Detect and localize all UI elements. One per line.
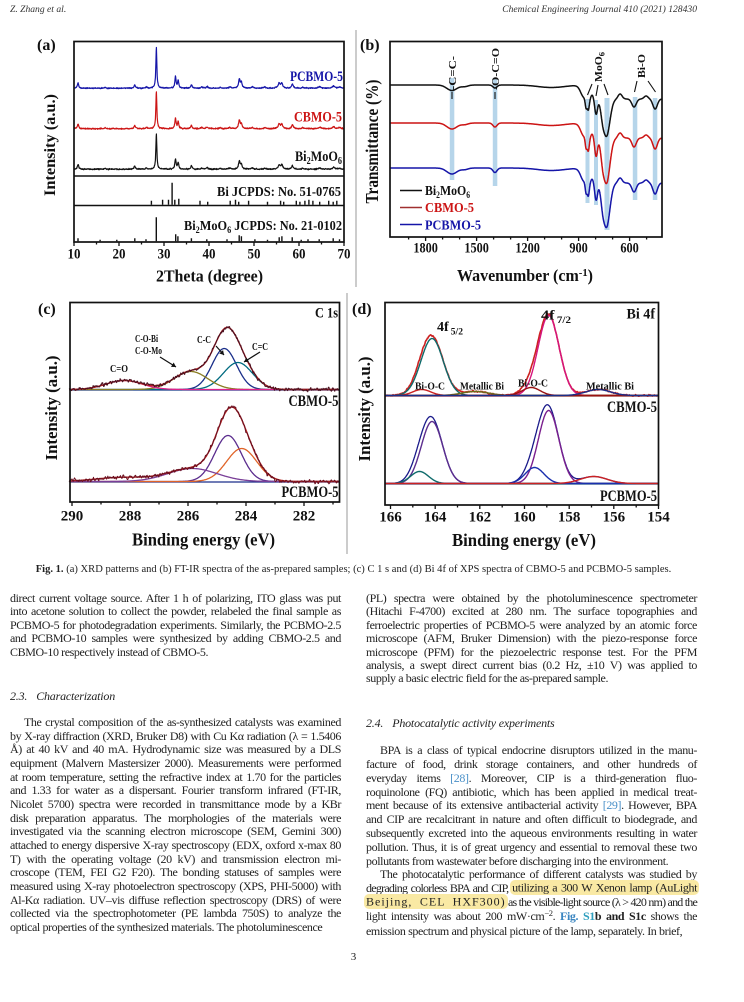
svg-text:(c): (c): [38, 301, 56, 318]
svg-text:-O-C=O: -O-C=O: [490, 48, 502, 90]
svg-text:PCBMO-5: PCBMO-5: [282, 484, 339, 501]
svg-text:Intensity (a.u.): Intensity (a.u.): [42, 94, 59, 196]
svg-text:30: 30: [158, 247, 171, 263]
svg-text:20: 20: [113, 247, 126, 263]
svg-text:PCBMO-5: PCBMO-5: [600, 488, 657, 505]
svg-text:158: 158: [558, 510, 581, 526]
svg-text:Metallic Bi: Metallic Bi: [460, 381, 504, 393]
svg-text:164: 164: [424, 510, 447, 526]
svg-text:C-O-Mo: C-O-Mo: [135, 346, 162, 357]
svg-text:(d): (d): [352, 301, 372, 318]
svg-text:156: 156: [603, 510, 626, 526]
svg-text:CBMO-5: CBMO-5: [607, 399, 657, 416]
svg-text:60: 60: [293, 247, 306, 263]
svg-text:Bi2MoO6 JCPDS: No. 21-0102: Bi2MoO6 JCPDS: No. 21-0102: [184, 218, 342, 235]
svg-text:4f5/2: 4f 5/2: [437, 320, 463, 338]
svg-text:1200: 1200: [515, 241, 540, 257]
svg-text:Bi-O-C: Bi-O-C: [415, 381, 445, 393]
svg-text:CBMO-5: CBMO-5: [425, 201, 474, 216]
svg-text:1800: 1800: [413, 241, 438, 257]
svg-text:10: 10: [68, 247, 81, 263]
svg-text:166: 166: [379, 510, 402, 526]
svg-text:284: 284: [235, 509, 258, 525]
svg-text:600: 600: [620, 241, 639, 257]
svg-text:Bi2MoO6: Bi2MoO6: [295, 149, 342, 167]
svg-text:160: 160: [513, 510, 536, 526]
svg-text:Intensity (a.u.): Intensity (a.u.): [355, 357, 374, 462]
svg-text:50: 50: [248, 247, 261, 263]
svg-text:154: 154: [647, 510, 670, 526]
svg-text:PCBMO-5: PCBMO-5: [290, 69, 343, 85]
svg-text:Bi JCPDS: No. 51-0765: Bi JCPDS: No. 51-0765: [217, 184, 341, 199]
svg-text:MoO6: MoO6: [593, 52, 607, 82]
svg-text:70: 70: [338, 247, 351, 263]
svg-text:900: 900: [569, 241, 588, 257]
svg-text:162: 162: [469, 510, 492, 526]
svg-text:C-O-Bi: C-O-Bi: [135, 334, 158, 345]
svg-text:288: 288: [119, 509, 142, 525]
svg-text:C 1s: C 1s: [315, 306, 338, 322]
svg-text:C-C: C-C: [197, 335, 211, 346]
svg-text:Bi2MoO6: Bi2MoO6: [425, 184, 470, 200]
svg-text:(b): (b): [360, 37, 380, 54]
svg-text:C=C: C=C: [252, 342, 268, 353]
svg-text:282: 282: [293, 509, 316, 525]
svg-text:PCBMO-5: PCBMO-5: [425, 219, 481, 234]
svg-text:CBMO-5: CBMO-5: [289, 393, 339, 410]
svg-text:290: 290: [61, 509, 84, 525]
svg-text:1500: 1500: [464, 241, 489, 257]
svg-text:Metallic Bi: Metallic Bi: [586, 381, 634, 393]
svg-text:2Theta (degree): 2Theta (degree): [156, 267, 263, 286]
svg-text:Bi-O: Bi-O: [636, 54, 648, 78]
svg-text:Binding energy (eV): Binding energy (eV): [132, 530, 275, 550]
svg-text:-C=C-: -C=C-: [447, 56, 459, 90]
svg-text:Bi 4f: Bi 4f: [627, 307, 656, 323]
svg-text:40: 40: [203, 247, 216, 263]
svg-text:Bi-O-C: Bi-O-C: [518, 378, 548, 390]
svg-text:C=O: C=O: [110, 364, 128, 375]
svg-text:286: 286: [177, 509, 200, 525]
svg-text:4f7/2: 4f 7/2: [541, 309, 571, 327]
svg-text:Intensity (a.u.): Intensity (a.u.): [42, 356, 61, 461]
svg-text:CBMO-5: CBMO-5: [294, 110, 342, 126]
svg-text:Binding energy (eV): Binding energy (eV): [452, 530, 596, 550]
svg-text:Transmittance (%): Transmittance (%): [362, 79, 382, 203]
svg-text:Wavenumber (cm-1): Wavenumber (cm-1): [457, 266, 593, 285]
svg-text:(a): (a): [37, 37, 56, 54]
